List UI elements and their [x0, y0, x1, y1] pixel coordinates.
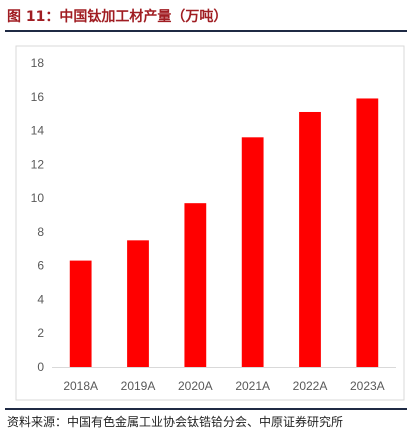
- bar-2018A: [69, 260, 92, 367]
- y-tick-label: 6: [37, 259, 44, 273]
- y-tick-label: 18: [31, 56, 45, 70]
- source-note: 资料来源：中国有色金属工业协会钛锆铪分会、中原证券研究所: [7, 415, 344, 429]
- title-rule: [5, 30, 407, 32]
- bar-2019A: [127, 240, 149, 367]
- y-axis-ticks: 0 2 4 6 8 10 12 14 16 18: [31, 56, 45, 374]
- y-tick-label: 4: [37, 292, 44, 306]
- figure-title: 图 11：中国钛加工材产量（万吨）: [7, 9, 228, 25]
- x-axis-ticks: 2018A 2019A 2020A 2021A 2022A 2023A: [63, 379, 384, 393]
- bar-2022A: [299, 111, 321, 367]
- bar-2023A: [356, 98, 379, 367]
- x-tick-label: 2020A: [178, 379, 213, 393]
- y-tick-label: 14: [31, 124, 45, 138]
- x-tick-label: 2021A: [235, 379, 270, 393]
- bar-2021A: [241, 137, 264, 367]
- x-tick-label: 2018A: [63, 379, 98, 393]
- bars-group: [69, 98, 379, 367]
- x-tick-label: 2019A: [121, 379, 156, 393]
- y-tick-label: 10: [31, 191, 45, 205]
- y-tick-label: 16: [31, 90, 45, 104]
- y-tick-label: 8: [37, 225, 44, 239]
- plot-frame: [15, 45, 405, 401]
- bar-2020A: [184, 203, 207, 367]
- y-tick-label: 2: [37, 326, 44, 340]
- y-tick-label: 12: [31, 157, 45, 171]
- x-tick-label: 2023A: [350, 379, 385, 393]
- y-tick-label: 0: [37, 360, 44, 374]
- source-rule: [5, 408, 407, 410]
- x-tick-label: 2022A: [293, 379, 328, 393]
